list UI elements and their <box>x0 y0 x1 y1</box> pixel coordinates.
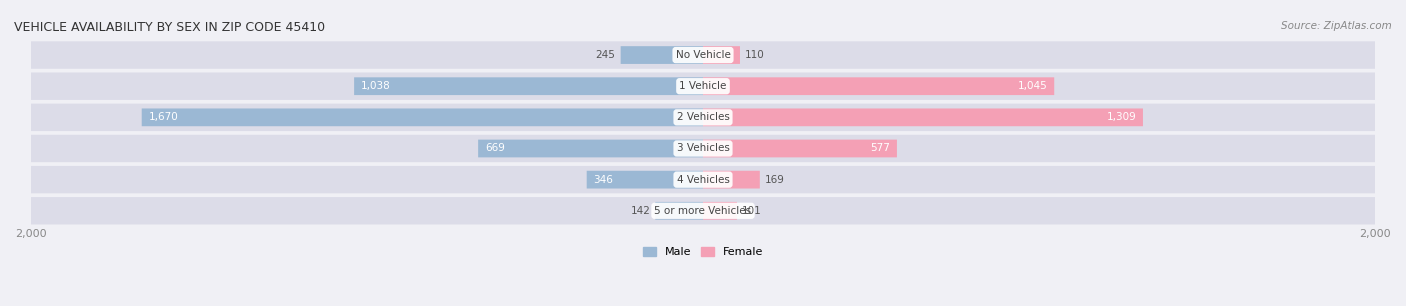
Text: 1,309: 1,309 <box>1107 112 1136 122</box>
Text: 2 Vehicles: 2 Vehicles <box>676 112 730 122</box>
Text: 3 Vehicles: 3 Vehicles <box>676 144 730 154</box>
FancyBboxPatch shape <box>703 46 740 64</box>
Text: 245: 245 <box>596 50 616 60</box>
Text: No Vehicle: No Vehicle <box>675 50 731 60</box>
Text: 1 Vehicle: 1 Vehicle <box>679 81 727 91</box>
FancyBboxPatch shape <box>655 202 703 220</box>
FancyBboxPatch shape <box>703 202 737 220</box>
Text: 1,038: 1,038 <box>361 81 391 91</box>
Text: 346: 346 <box>593 175 613 185</box>
FancyBboxPatch shape <box>703 108 1143 126</box>
FancyBboxPatch shape <box>354 77 703 95</box>
Text: Source: ZipAtlas.com: Source: ZipAtlas.com <box>1281 21 1392 32</box>
Text: 101: 101 <box>742 206 762 216</box>
FancyBboxPatch shape <box>31 166 1375 193</box>
FancyBboxPatch shape <box>31 104 1375 131</box>
Text: 669: 669 <box>485 144 505 154</box>
FancyBboxPatch shape <box>31 135 1375 162</box>
Text: 1,670: 1,670 <box>149 112 179 122</box>
FancyBboxPatch shape <box>478 140 703 157</box>
Text: 4 Vehicles: 4 Vehicles <box>676 175 730 185</box>
FancyBboxPatch shape <box>620 46 703 64</box>
Text: 577: 577 <box>870 144 890 154</box>
FancyBboxPatch shape <box>703 77 1054 95</box>
Legend: Male, Female: Male, Female <box>638 243 768 262</box>
FancyBboxPatch shape <box>586 171 703 188</box>
Text: 142: 142 <box>630 206 650 216</box>
FancyBboxPatch shape <box>31 197 1375 225</box>
FancyBboxPatch shape <box>703 171 759 188</box>
Text: VEHICLE AVAILABILITY BY SEX IN ZIP CODE 45410: VEHICLE AVAILABILITY BY SEX IN ZIP CODE … <box>14 21 325 34</box>
Text: 110: 110 <box>745 50 765 60</box>
Text: 5 or more Vehicles: 5 or more Vehicles <box>654 206 752 216</box>
FancyBboxPatch shape <box>703 140 897 157</box>
FancyBboxPatch shape <box>31 73 1375 100</box>
Text: 169: 169 <box>765 175 785 185</box>
FancyBboxPatch shape <box>31 41 1375 69</box>
FancyBboxPatch shape <box>142 108 703 126</box>
Text: 1,045: 1,045 <box>1018 81 1047 91</box>
